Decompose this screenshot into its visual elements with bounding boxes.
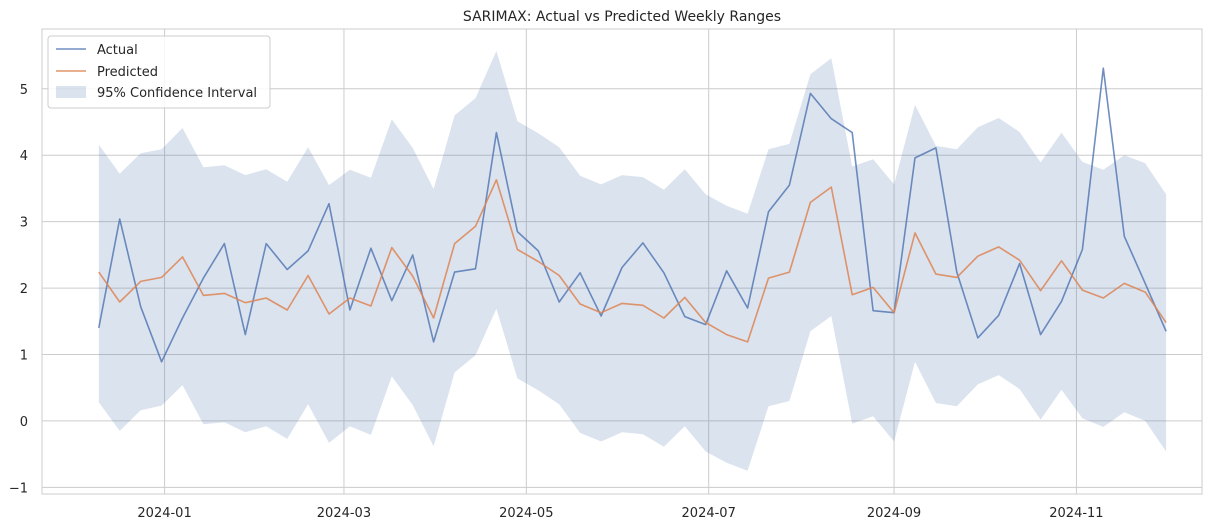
series-lines bbox=[98, 67, 1167, 363]
legend-box bbox=[47, 35, 271, 109]
x-tick-label: 2024-09 bbox=[867, 506, 921, 521]
legend-predicted-label: Predicted bbox=[97, 65, 158, 80]
x-tick-label: 2024-03 bbox=[317, 506, 371, 521]
chart-title: SARIMAX: Actual vs Predicted Weekly Rang… bbox=[463, 9, 781, 25]
x-tick-label: 2024-05 bbox=[499, 506, 553, 521]
y-tick-label: 2 bbox=[20, 282, 28, 297]
y-tick-label: 5 bbox=[20, 83, 28, 98]
legend: Actual Predicted 95% Confidence Interval bbox=[47, 35, 271, 109]
confidence-band bbox=[98, 50, 1167, 471]
y-axis-ticks: −1 0 1 2 3 4 5 bbox=[9, 83, 28, 497]
series-line-actual bbox=[98, 67, 1167, 363]
confidence-interval-band bbox=[98, 50, 1167, 471]
legend-ci-swatch bbox=[56, 86, 86, 98]
series-line-predicted bbox=[98, 179, 1167, 343]
y-tick-label: −1 bbox=[9, 481, 28, 496]
x-tick-label: 2024-07 bbox=[682, 506, 736, 521]
y-tick-label: 0 bbox=[20, 415, 28, 430]
x-tick-label: 2024-11 bbox=[1049, 506, 1103, 521]
x-tick-label: 2024-01 bbox=[137, 506, 191, 521]
y-tick-label: 4 bbox=[20, 149, 28, 164]
legend-ci-label: 95% Confidence Interval bbox=[97, 86, 257, 101]
legend-actual-label: Actual bbox=[97, 43, 138, 58]
y-tick-label: 1 bbox=[20, 349, 28, 364]
y-tick-label: 3 bbox=[20, 216, 28, 231]
x-axis-ticks: 2024-01 2024-03 2024-05 2024-07 2024-09 2024-… bbox=[137, 506, 1103, 521]
